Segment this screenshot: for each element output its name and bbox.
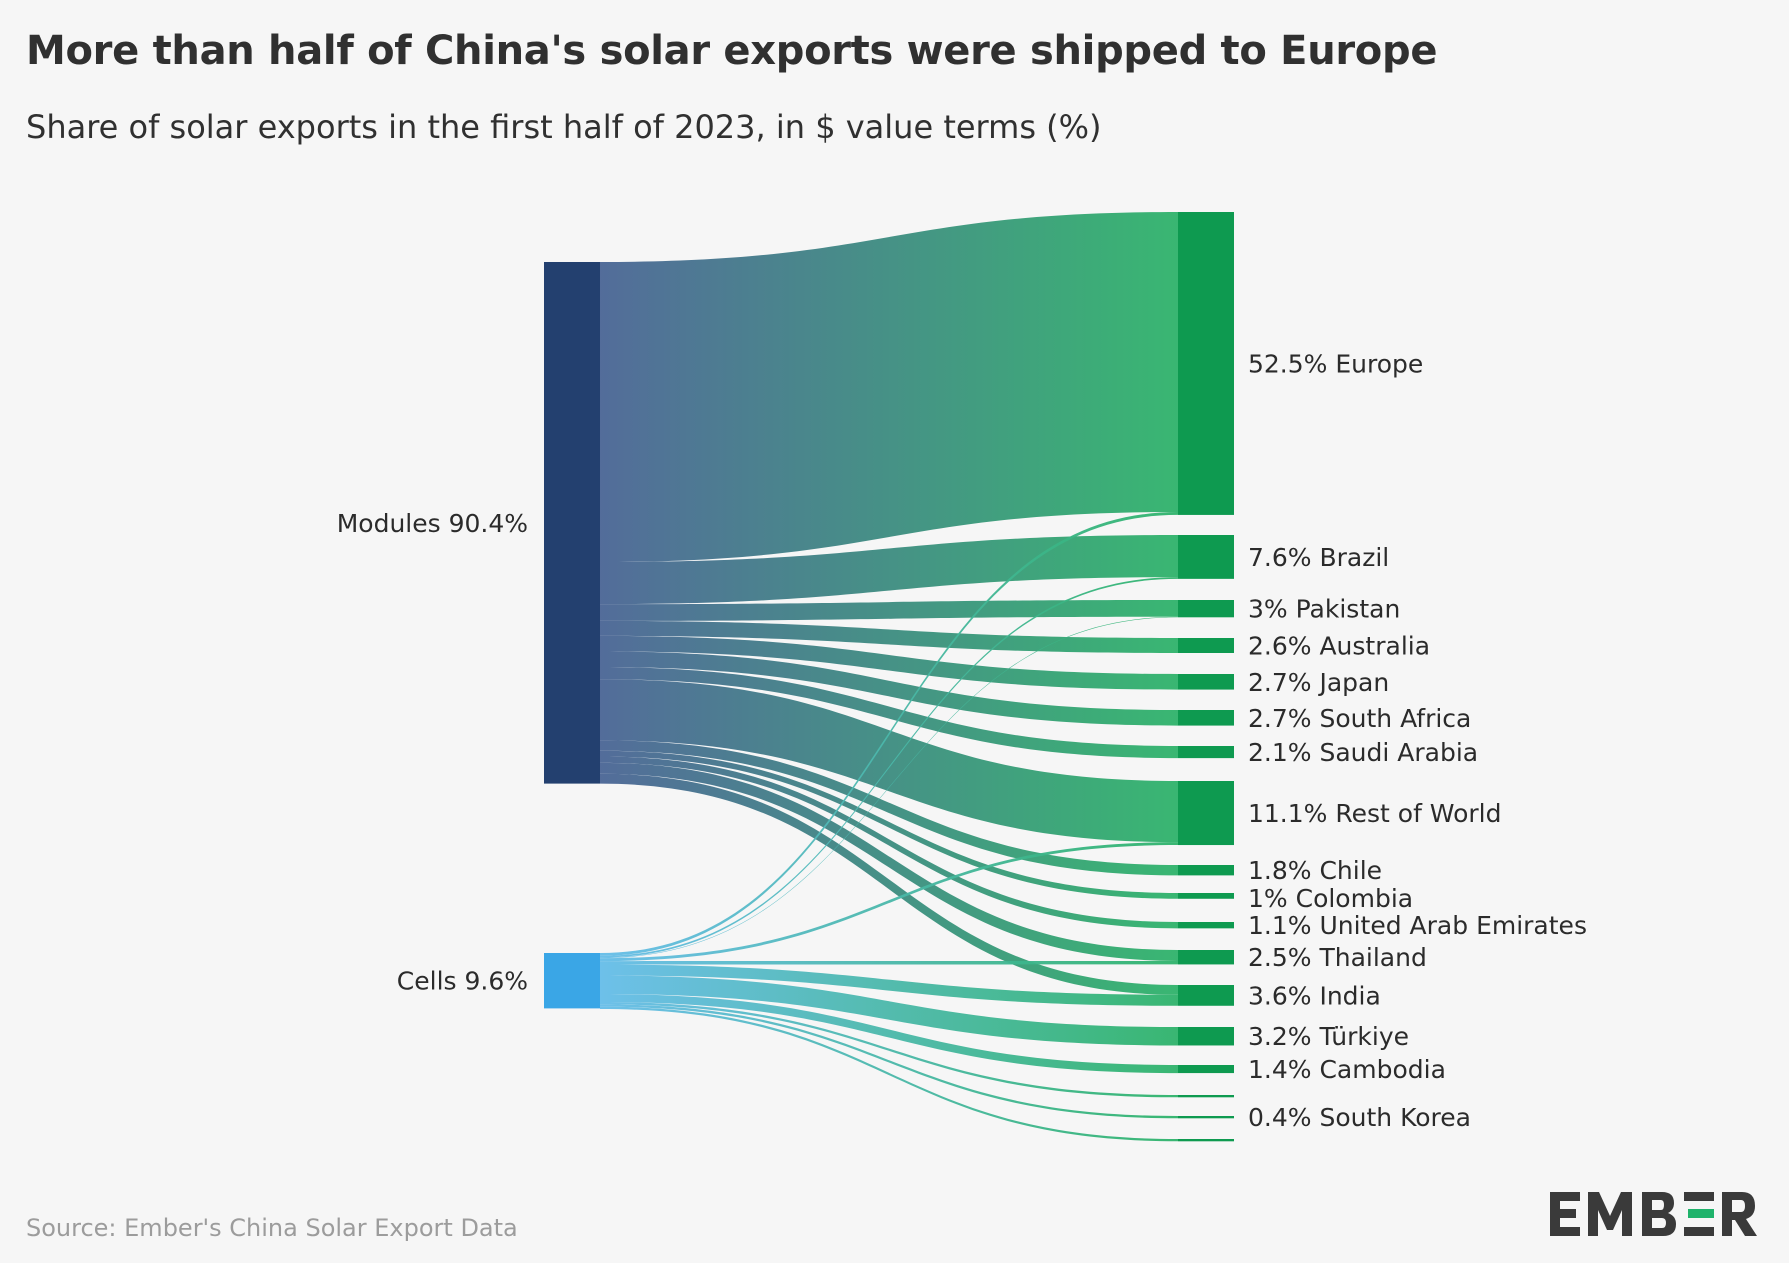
label-australia: 2.6% Australia bbox=[1248, 632, 1430, 661]
node-australia bbox=[1178, 638, 1234, 654]
node-united-arab-emirates bbox=[1178, 922, 1234, 929]
node-chile bbox=[1178, 865, 1234, 876]
flow-modules-to-europe bbox=[600, 212, 1178, 563]
node-europe bbox=[1178, 212, 1234, 515]
label-united-arab-emirates: 1.1% United Arab Emirates bbox=[1248, 911, 1587, 940]
flow-modules-to-south-africa bbox=[600, 651, 1178, 726]
label-cells: Cells 9.6% bbox=[397, 967, 528, 996]
node-south-africa bbox=[1178, 710, 1234, 726]
flow-modules-to-thailand bbox=[600, 762, 1178, 961]
node-pakistan bbox=[1178, 600, 1234, 618]
label-south-africa: 2.7% South Africa bbox=[1248, 704, 1471, 733]
flow-cells-to-pakistan bbox=[600, 616, 1178, 959]
node-saudi-arabia bbox=[1178, 746, 1234, 759]
flow-cells-to-unlabeled-b bbox=[600, 1006, 1178, 1142]
flow-cells-to-brazil bbox=[600, 577, 1178, 958]
label-south-korea: 0.4% South Korea bbox=[1248, 1103, 1471, 1132]
flow-cells-to-unlabeled-a bbox=[600, 1002, 1178, 1098]
flow-modules-to-colombia bbox=[600, 750, 1178, 899]
label-chile: 1.8% Chile bbox=[1248, 856, 1382, 885]
flow-cells-to-india bbox=[600, 964, 1178, 1006]
node-modules bbox=[544, 262, 600, 784]
label-saudi-arabia: 2.1% Saudi Arabia bbox=[1248, 738, 1478, 767]
flow-cells-to-t-rkiye bbox=[600, 975, 1178, 1046]
label-europe: 52.5% Europe bbox=[1248, 349, 1423, 378]
flow-modules-to-united-arab-emirates bbox=[600, 756, 1178, 929]
flow-cells-to-thailand bbox=[600, 960, 1178, 965]
label-thailand: 2.5% Thailand bbox=[1248, 943, 1427, 972]
source-note: Source: Ember's China Solar Export Data bbox=[26, 1214, 518, 1242]
label-japan: 2.7% Japan bbox=[1248, 668, 1389, 697]
chart-title: More than half of China's solar exports … bbox=[26, 28, 1438, 74]
node-t-rkiye bbox=[1178, 1027, 1234, 1046]
label-pakistan: 3% Pakistan bbox=[1248, 595, 1400, 624]
node-unlabeled-b bbox=[1178, 1139, 1234, 1142]
label-modules: Modules 90.4% bbox=[337, 509, 528, 538]
chart-subtitle: Share of solar exports in the first half… bbox=[26, 108, 1102, 146]
flow-cells-to-rest-of-world bbox=[600, 842, 1178, 962]
flow-modules-to-saudi-arabia bbox=[600, 667, 1178, 759]
label-india: 3.6% India bbox=[1248, 981, 1381, 1010]
flow-modules-to-chile bbox=[600, 740, 1178, 876]
node-unlabeled-a bbox=[1178, 1095, 1234, 1098]
node-south-korea bbox=[1178, 1116, 1234, 1119]
label-colombia: 1% Colombia bbox=[1248, 884, 1413, 913]
node-colombia bbox=[1178, 893, 1234, 899]
flow-modules-to-japan bbox=[600, 635, 1178, 690]
flow-modules-to-india bbox=[600, 773, 1178, 995]
node-india bbox=[1178, 985, 1234, 1006]
flow-cells-to-south-korea bbox=[600, 1004, 1178, 1119]
node-japan bbox=[1178, 674, 1234, 690]
node-rest-of-world bbox=[1178, 781, 1234, 846]
flow-cells-to-cambodia bbox=[600, 993, 1178, 1074]
flow-modules-to-pakistan bbox=[600, 600, 1178, 621]
node-brazil bbox=[1178, 535, 1234, 579]
node-labels: Modules 90.4% Cells 9.6% 52.5% Europe 7.6% … bbox=[337, 349, 1587, 1132]
label-brazil: 7.6% Brazil bbox=[1248, 543, 1389, 572]
sankey-diagram: Modules 90.4% Cells 9.6% 52.5% Europe 7.6% … bbox=[337, 212, 1587, 1142]
flow-modules-to-rest-of-world bbox=[600, 679, 1178, 843]
flow-links bbox=[600, 212, 1178, 1142]
label-cambodia: 1.4% Cambodia bbox=[1248, 1055, 1446, 1084]
label-t-rkiye: 3.2% Türkiye bbox=[1248, 1022, 1409, 1051]
label-rest-of-world: 11.1% Rest of World bbox=[1248, 799, 1501, 828]
node-thailand bbox=[1178, 950, 1234, 965]
ember-logo bbox=[1550, 1188, 1760, 1244]
flow-modules-to-australia bbox=[600, 620, 1178, 654]
node-cambodia bbox=[1178, 1065, 1234, 1074]
node-cells bbox=[544, 953, 600, 1009]
flow-modules-to-brazil bbox=[600, 535, 1178, 605]
flow-cells-to-europe bbox=[600, 512, 1178, 956]
nodes bbox=[544, 212, 1234, 1142]
